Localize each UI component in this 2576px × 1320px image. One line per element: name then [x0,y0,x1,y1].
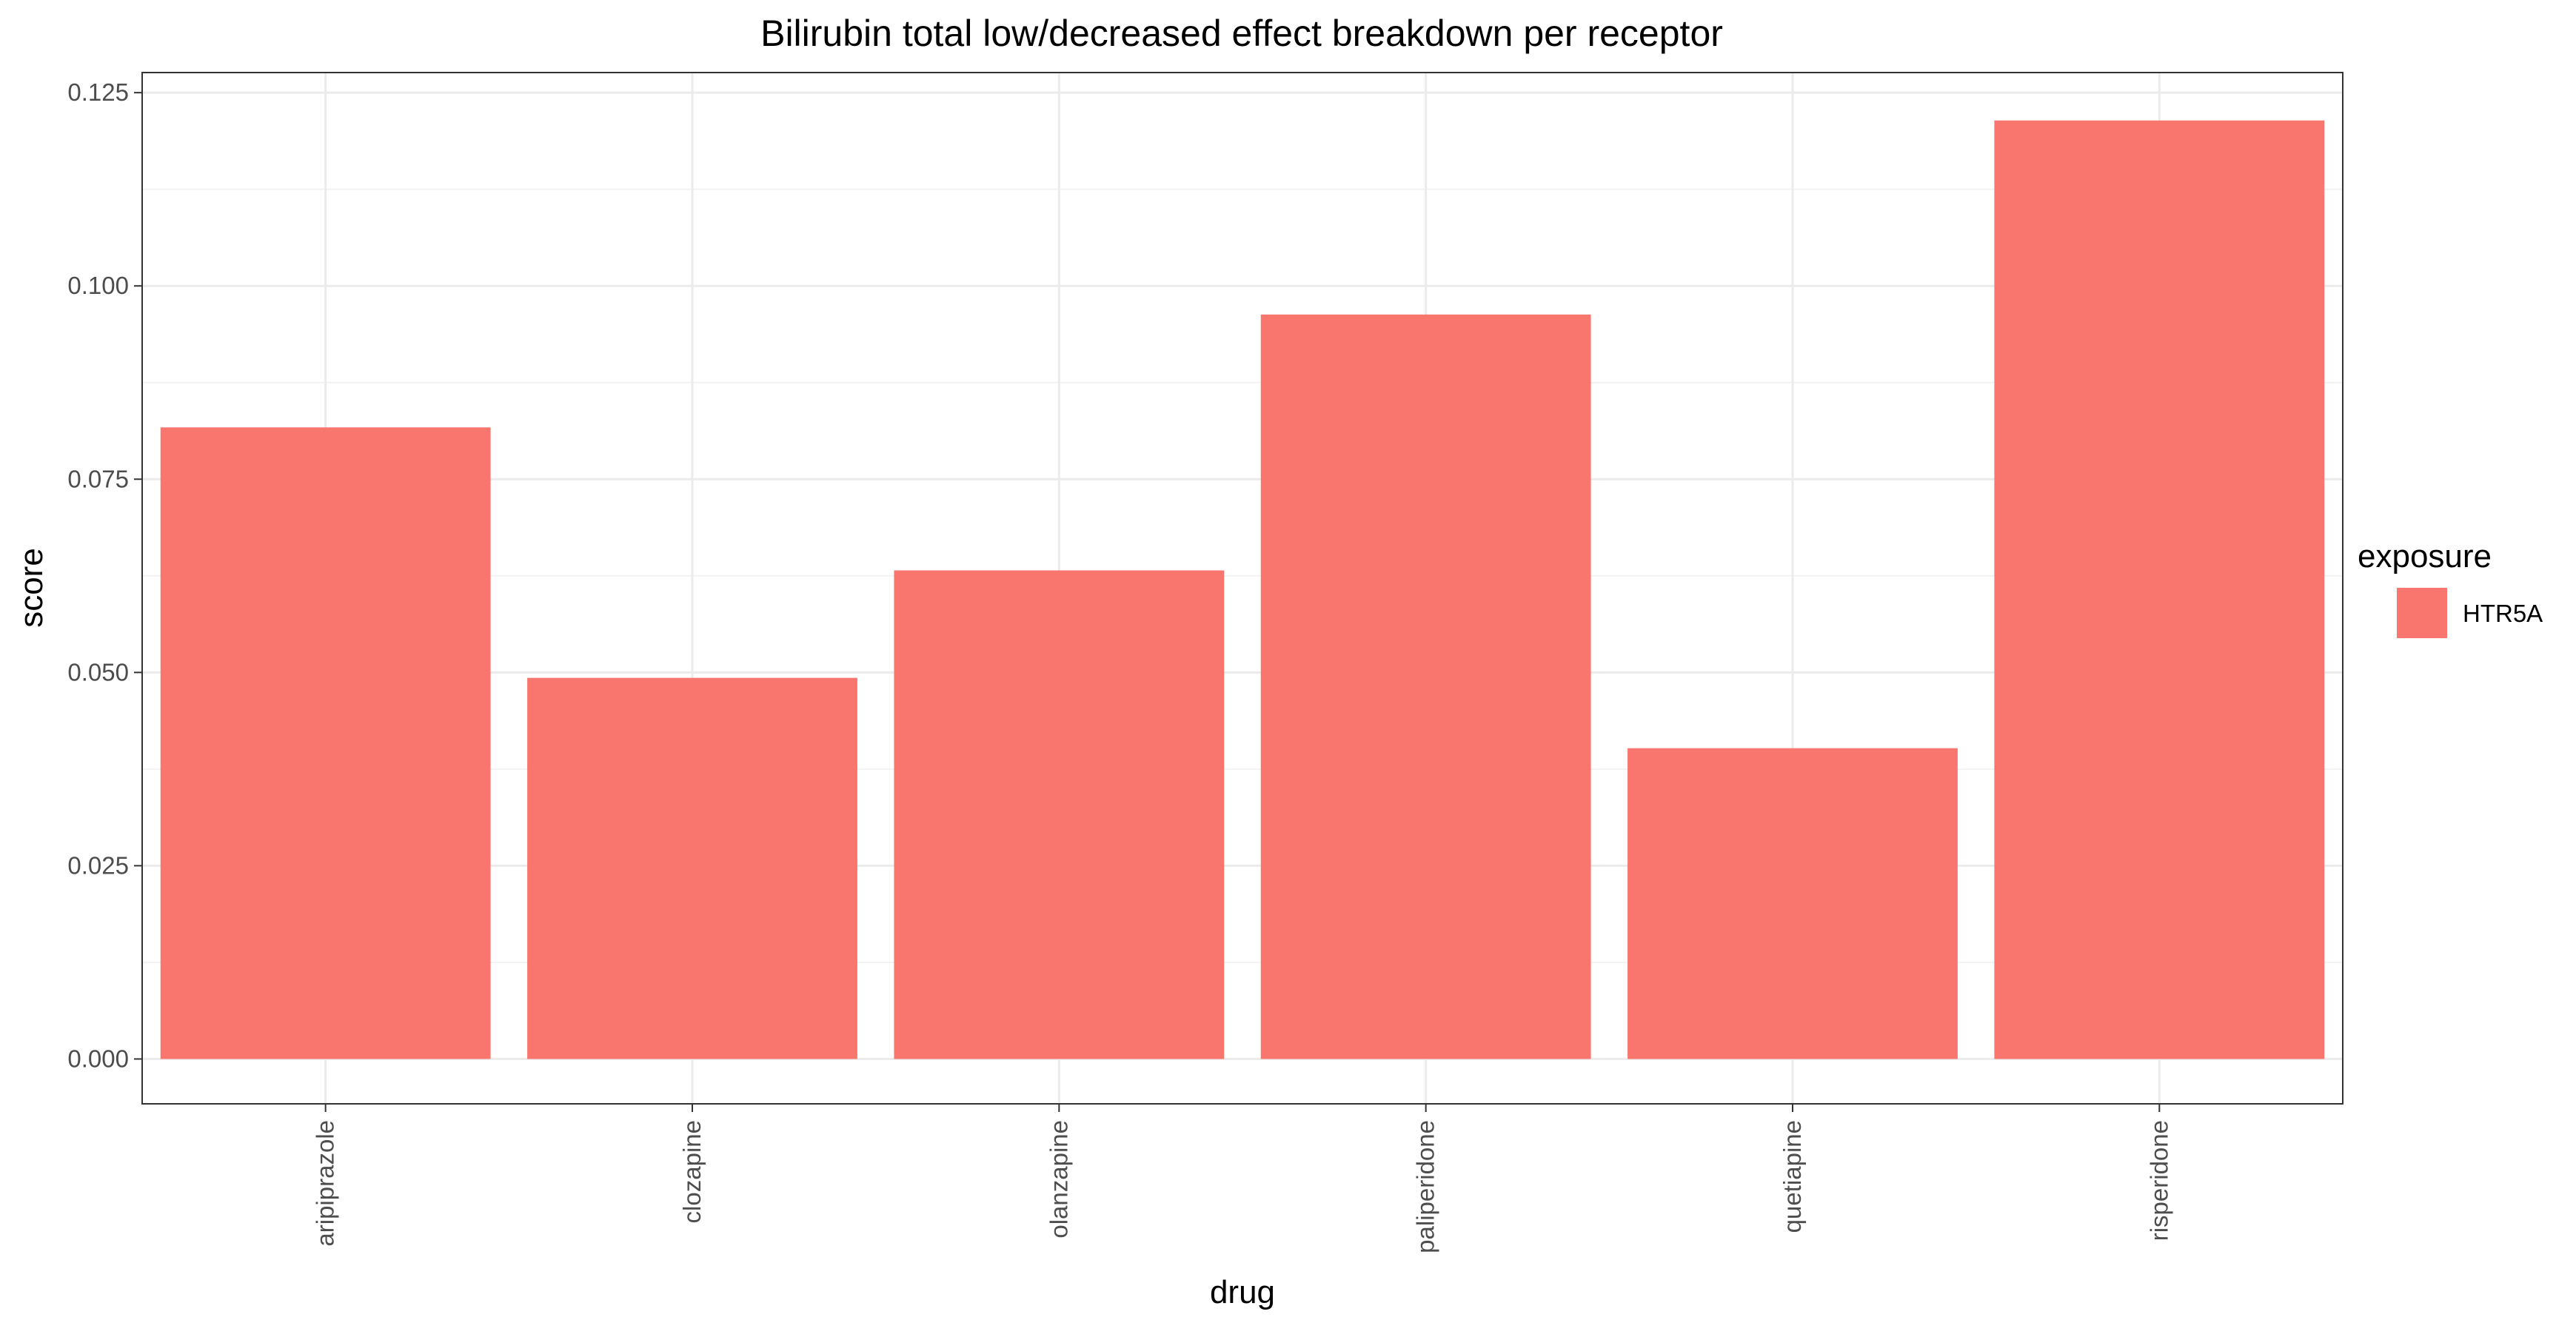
x-tick-label: quetiapine [1779,1120,1806,1233]
legend-key-swatch [2397,588,2447,638]
legend-label: HTR5A [2463,600,2543,627]
y-tick-label: 0.025 [67,851,129,879]
bar-risperidone [1994,120,2325,1059]
bar-quetiapine [1627,748,1958,1059]
y-tick-label: 0.050 [67,658,129,686]
x-tick-label: risperidone [2145,1120,2172,1241]
chart-title: Bilirubin total low/decreased effect bre… [760,13,1723,54]
y-tick-label: 0.000 [67,1045,129,1072]
y-tick-label: 0.125 [67,78,129,106]
y-axis-title: score [13,548,50,628]
bar-olanzapine [894,570,1225,1059]
bar-paliperidone [1260,314,1591,1059]
x-tick-label: aripiprazole [312,1120,339,1247]
y-axis: 0.000 0.025 0.050 0.075 0.100 0.125 [67,78,142,1072]
x-axis: aripiprazole clozapine olanzapine paliperid… [312,1104,2172,1253]
minor-gridlines [142,188,2343,963]
x-tick-label: clozapine [678,1120,706,1223]
legend-title: exposure [2358,538,2492,574]
bars-group [160,120,2325,1059]
x-tick-label: olanzapine [1045,1120,1072,1239]
x-tick-label: paliperidone [1412,1120,1439,1253]
bar-clozapine [527,677,857,1059]
y-tick-label: 0.100 [67,272,129,299]
plot-panel [141,72,2344,1105]
bar-aripiprazole [160,427,491,1059]
panel-border [141,72,2344,1105]
panel-background [142,73,2343,1104]
x-axis-title: drug [1210,1274,1275,1310]
legend: exposure HTR5A [2358,538,2543,638]
y-tick-label: 0.075 [67,465,129,492]
